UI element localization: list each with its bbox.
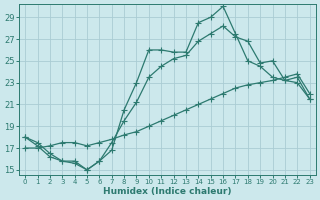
X-axis label: Humidex (Indice chaleur): Humidex (Indice chaleur) [103,187,232,196]
